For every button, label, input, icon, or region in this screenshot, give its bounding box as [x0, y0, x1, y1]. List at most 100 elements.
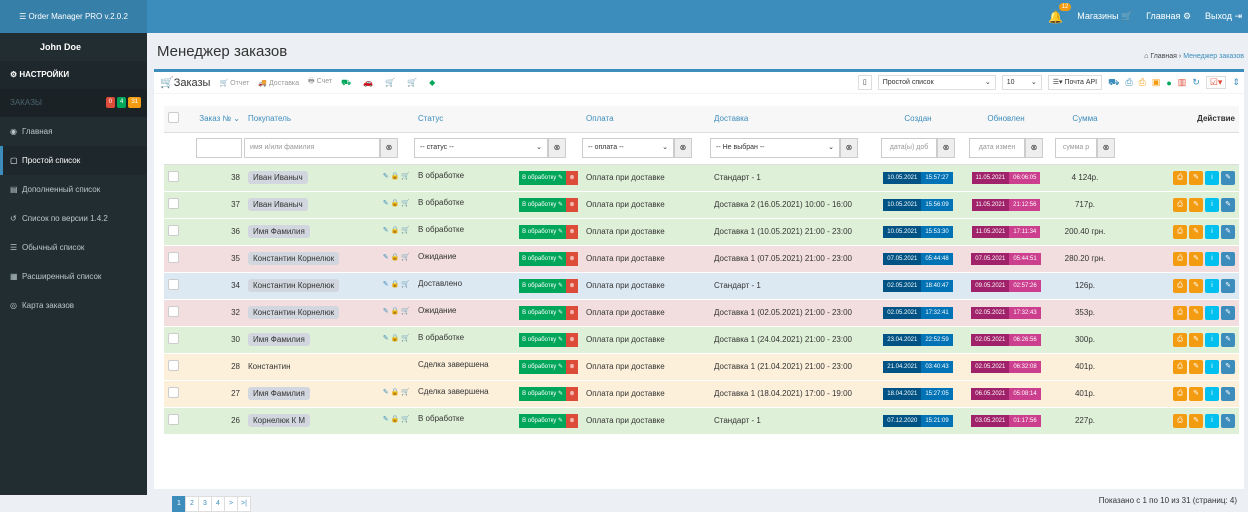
table-row[interactable]: 28 Константин Сделка завершена В обработку … [164, 353, 1239, 381]
brand-logo[interactable]: ☰ Order Manager PRO v.2.0.2 [0, 0, 147, 33]
buyer-name[interactable]: Имя Фамилия [248, 333, 310, 346]
buyer-filter-input[interactable]: имя и/или фамилия [244, 138, 380, 158]
pencil-icon[interactable]: ✎ [1189, 332, 1203, 347]
edit-icon[interactable]: ✎ [382, 173, 389, 180]
edit-icon[interactable]: ✎ [1221, 305, 1235, 320]
info-icon[interactable]: i [1205, 359, 1219, 374]
buyer-name[interactable]: Константин [248, 362, 291, 371]
print-icon[interactable]: ⎙ [1173, 170, 1187, 185]
clear-icon[interactable]: ⊗ [380, 138, 398, 158]
info-icon[interactable]: i [1205, 197, 1219, 212]
cart-icon[interactable]: 🛒 [401, 389, 410, 396]
process-button[interactable]: В обработку ✎ ⊗ [519, 359, 578, 374]
order-number[interactable]: 35 [190, 245, 244, 273]
info-icon[interactable]: i [1205, 278, 1219, 293]
cart-icon[interactable]: 🛒 [401, 335, 410, 342]
row-checkbox[interactable] [168, 225, 179, 236]
process-button[interactable]: В обработку ✎ ⊗ [519, 251, 578, 266]
edit-icon[interactable]: ✎ [382, 335, 389, 342]
order-number[interactable]: 36 [190, 218, 244, 246]
updated-filter-input[interactable]: дата измен [969, 138, 1025, 158]
lock-icon[interactable]: 🔒 [390, 227, 400, 234]
row-checkbox[interactable] [168, 360, 179, 371]
order-number[interactable]: 30 [190, 326, 244, 354]
status-filter-select[interactable]: -- статус -- ⌄ [414, 138, 548, 158]
cancel-icon[interactable]: ⊗ [566, 332, 578, 347]
buyer-name[interactable]: Иван Иваныч [248, 198, 308, 211]
edit-icon[interactable]: ✎ [1221, 224, 1235, 239]
buyer-name[interactable]: Константин Корнелюк [248, 279, 340, 292]
info-icon[interactable]: i [1205, 305, 1219, 320]
page-link[interactable]: 4 [211, 496, 225, 512]
crumb-home[interactable]: Главная [1150, 53, 1177, 60]
table-row[interactable]: 35 Константин Корнелюк ✎ 🔒 🛒 Ожидание В обра… [164, 245, 1239, 273]
row-checkbox[interactable] [168, 414, 179, 425]
print-icon[interactable]: ⎙ [1173, 305, 1187, 320]
exit-link[interactable]: Выход ⇥ [1205, 11, 1242, 21]
pencil-icon[interactable]: ✎ [1189, 359, 1203, 374]
table-row[interactable]: 27 Имя Фамилия ✎ 🔒 🛒 Сделка завершена В обра… [164, 380, 1239, 408]
header-created[interactable]: Создан [874, 106, 962, 133]
cart-icon[interactable]: 🛒 [401, 227, 410, 234]
buyer-name[interactable]: Константин Корнелюк [248, 252, 340, 265]
row-checkbox[interactable] [168, 387, 179, 398]
pencil-icon[interactable]: ✎ [1189, 170, 1203, 185]
edit-icon[interactable]: ✎ [1221, 359, 1235, 374]
delivery-button[interactable]: 🚚 Доставка [258, 79, 300, 87]
cancel-icon[interactable]: ⊗ [566, 170, 578, 185]
print-icon[interactable]: ⎙ [1173, 332, 1187, 347]
print-icon[interactable]: ⎙ [1173, 386, 1187, 401]
cart-icon[interactable]: 🛒 [401, 308, 410, 315]
page-last[interactable]: >| [237, 496, 251, 512]
clear-icon[interactable]: ⊗ [1025, 138, 1043, 158]
lock-icon[interactable]: 🔒 [390, 335, 400, 342]
shops-link[interactable]: Магазины 🛒 [1077, 11, 1133, 21]
edit-icon[interactable]: ✎ [1221, 332, 1235, 347]
process-button[interactable]: В обработку ✎ ⊗ [519, 170, 578, 185]
table-row[interactable]: 30 Имя Фамилия ✎ 🔒 🛒 В обработке В обработку… [164, 326, 1239, 354]
page-link[interactable]: 3 [198, 496, 212, 512]
table-row[interactable]: 38 Иван Иваныч ✎ 🔒 🛒 В обработке В обработку… [164, 164, 1239, 192]
lock-icon[interactable]: 🔒 [390, 281, 400, 288]
print-icon[interactable]: ⎙ [1173, 251, 1187, 266]
order-number[interactable]: 28 [190, 353, 244, 381]
info-icon[interactable]: i [1205, 413, 1219, 428]
edit-icon[interactable]: ✎ [382, 254, 389, 261]
lock-icon[interactable]: 🔒 [390, 389, 400, 396]
cart-icon[interactable]: 🛒 [401, 200, 410, 207]
payment-filter-select[interactable]: -- оплата -- ⌄ [582, 138, 674, 158]
edit-icon[interactable]: ✎ [382, 227, 389, 234]
print-icon[interactable]: ⎙ [1125, 77, 1133, 87]
process-button[interactable]: В обработку ✎ ⊗ [519, 413, 578, 428]
clear-icon[interactable]: ⊗ [937, 138, 955, 158]
order-number[interactable]: 32 [190, 299, 244, 327]
orders-tab[interactable]: 🛒Заказы [160, 77, 211, 89]
edit-icon[interactable]: ✎ [382, 416, 389, 423]
sidebar-item-home[interactable]: ◉ Главная [0, 117, 147, 146]
sidebar-item-extended[interactable]: ▤ Дополненный список [0, 175, 147, 204]
cancel-icon[interactable]: ⊗ [566, 278, 578, 293]
pencil-icon[interactable]: ✎ [1189, 197, 1203, 212]
print-icon[interactable]: ⎙ [1138, 77, 1146, 87]
created-filter-input[interactable]: дата(ы) доб [881, 138, 937, 158]
table-row[interactable]: 26 Корнелюк К М ✎ 🔒 🛒 В обработке В обработк… [164, 407, 1239, 435]
truck-icon[interactable]: ⛟ [341, 77, 352, 87]
lock-icon[interactable]: 🔒 [390, 308, 400, 315]
lock-icon[interactable]: 🔒 [390, 416, 400, 423]
process-button[interactable]: В обработку ✎ ⊗ [519, 305, 578, 320]
info-icon[interactable]: i [1205, 251, 1219, 266]
page-link[interactable]: 1 [172, 496, 186, 512]
buyer-name[interactable]: Имя Фамилия [248, 225, 310, 238]
report-button[interactable]: 🛒 Отчет [219, 79, 250, 87]
edit-icon[interactable]: ✎ [1221, 278, 1235, 293]
print-icon[interactable]: ⎙ [1173, 197, 1187, 212]
buyer-name[interactable]: Имя Фамилия [248, 387, 310, 400]
lock-icon[interactable]: 🔒 [390, 200, 400, 207]
print-icon[interactable]: ⎙ [1173, 278, 1187, 293]
edit-icon[interactable]: ✎ [1221, 197, 1235, 212]
edit-icon[interactable]: ✎ [382, 200, 389, 207]
edit-icon[interactable]: ✎ [382, 308, 389, 315]
table-row[interactable]: 34 Константин Корнелюк ✎ 🔒 🛒 Доставлено В об… [164, 272, 1239, 300]
header-order[interactable]: Заказ № ⌄ [190, 106, 244, 133]
order-number[interactable]: 34 [190, 272, 244, 300]
